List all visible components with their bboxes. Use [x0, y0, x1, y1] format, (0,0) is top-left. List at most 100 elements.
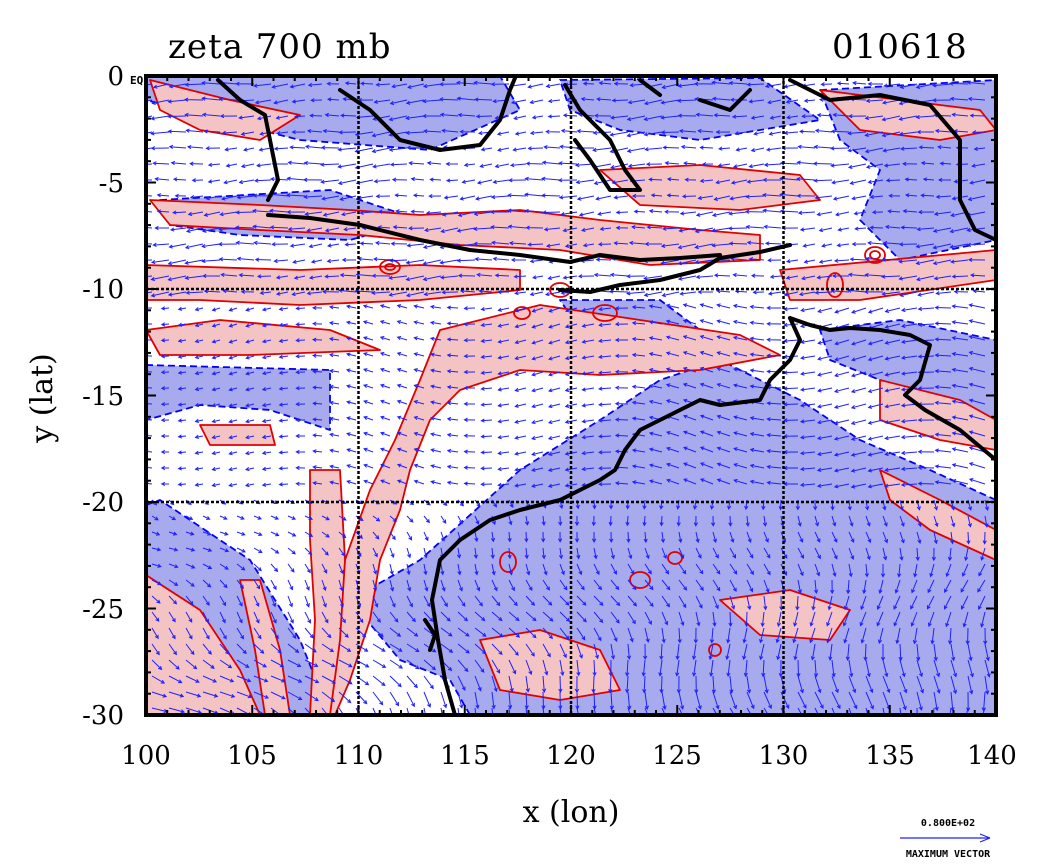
- wind-vector: [867, 240, 884, 246]
- wind-vector: [531, 467, 544, 472]
- wind-vector: [799, 227, 816, 232]
- wind-vector: [865, 659, 871, 678]
- wind-vector: [697, 195, 714, 200]
- wind-vector: [531, 419, 544, 425]
- wind-vector: [852, 81, 867, 86]
- wind-vector: [312, 449, 323, 454]
- wind-vector: [949, 81, 969, 86]
- wind-vector: [261, 466, 272, 471]
- positive-region: [599, 164, 821, 211]
- wind-vector: [441, 128, 459, 133]
- wind-vector: [581, 355, 595, 360]
- wind-vector: [716, 303, 731, 309]
- wind-vector: [322, 289, 340, 294]
- wind-vector: [850, 419, 867, 425]
- wind-vector: [509, 163, 527, 168]
- wind-vector: [711, 80, 731, 85]
- wind-vector: [406, 243, 425, 248]
- wind-vector: [742, 627, 748, 644]
- wind-vector: [321, 675, 337, 684]
- wind-vector: [372, 547, 378, 558]
- positive-region: [314, 304, 781, 715]
- wind-vector: [699, 303, 714, 309]
- wind-vector: [850, 355, 867, 362]
- wind-vector: [542, 563, 548, 576]
- wind-vector: [423, 707, 427, 715]
- positive-region: [239, 579, 291, 715]
- wind-vector: [172, 210, 187, 215]
- wind-vector: [716, 462, 731, 469]
- wind-vector: [848, 114, 867, 119]
- wind-vector: [328, 337, 340, 342]
- wind-vector: [548, 339, 561, 345]
- wind-vector: [683, 161, 697, 166]
- wind-vector: [709, 627, 715, 644]
- wind-vector: [463, 417, 476, 422]
- wind-vector: [900, 482, 918, 487]
- wind-vector: [695, 611, 701, 627]
- wind-vector: [576, 563, 583, 576]
- wind-vector: [576, 547, 581, 560]
- wind-vector: [291, 99, 306, 104]
- wind-vector: [413, 320, 425, 325]
- wind-vector: [389, 627, 402, 637]
- wind-vector: [580, 227, 595, 232]
- wind-vector: [614, 369, 629, 374]
- wind-vector: [648, 367, 663, 373]
- wind-vector: [514, 291, 527, 296]
- wind-vector: [712, 595, 719, 610]
- wind-vector: [682, 382, 697, 389]
- wind-vector: [559, 144, 578, 149]
- x-tick-label: 140: [967, 741, 1017, 771]
- wind-vector: [492, 256, 510, 262]
- wind-vector: [413, 463, 425, 469]
- wind-vector: [295, 306, 306, 311]
- wind-vector: [884, 483, 901, 488]
- wind-vector: [541, 531, 546, 543]
- wind-vector: [816, 211, 833, 217]
- wind-vector: [253, 595, 260, 608]
- wind-vector: [379, 304, 391, 309]
- wind-vector: [614, 337, 628, 343]
- wind-vector: [235, 240, 255, 245]
- wind-vector: [904, 193, 918, 198]
- wind-vector: [472, 226, 493, 232]
- wind-vector: [949, 227, 969, 234]
- wind-vector: [763, 162, 782, 167]
- wind-vector: [626, 274, 646, 279]
- wind-vector: [797, 707, 803, 715]
- wind-vector: [497, 355, 510, 360]
- wind-vector: [355, 531, 363, 539]
- wind-vector: [800, 339, 816, 344]
- wind-vector: [440, 563, 445, 576]
- wind-vector: [678, 691, 685, 710]
- wind-vector: [211, 371, 221, 376]
- wind-vector: [727, 499, 732, 511]
- wind-vector: [146, 83, 153, 86]
- wind-vector: [884, 467, 901, 472]
- wind-vector: [851, 241, 867, 247]
- wind-vector: [422, 83, 442, 89]
- wind-vector: [728, 211, 748, 216]
- wind-vector: [276, 131, 289, 136]
- wind-vector: [750, 273, 765, 278]
- wind-vector: [675, 643, 680, 661]
- wind-vector: [285, 193, 306, 198]
- wind-vector: [581, 450, 595, 456]
- wind-vector: [440, 627, 453, 637]
- wind-vector: [295, 386, 306, 391]
- wind-vector: [625, 659, 630, 677]
- wind-vector: [713, 195, 731, 201]
- wind-vector: [524, 176, 544, 181]
- wind-vector: [235, 81, 255, 86]
- wind-vector: [682, 430, 697, 437]
- wind-vector: [371, 290, 391, 296]
- wind-vector: [480, 338, 493, 344]
- wind-vector: [507, 547, 512, 560]
- wind-vector: [733, 415, 748, 421]
- wind-vector: [884, 371, 901, 377]
- wind-vector: [732, 351, 748, 357]
- wind-vector: [541, 176, 561, 181]
- wind-vector: [598, 386, 612, 391]
- wind-vector: [734, 131, 748, 136]
